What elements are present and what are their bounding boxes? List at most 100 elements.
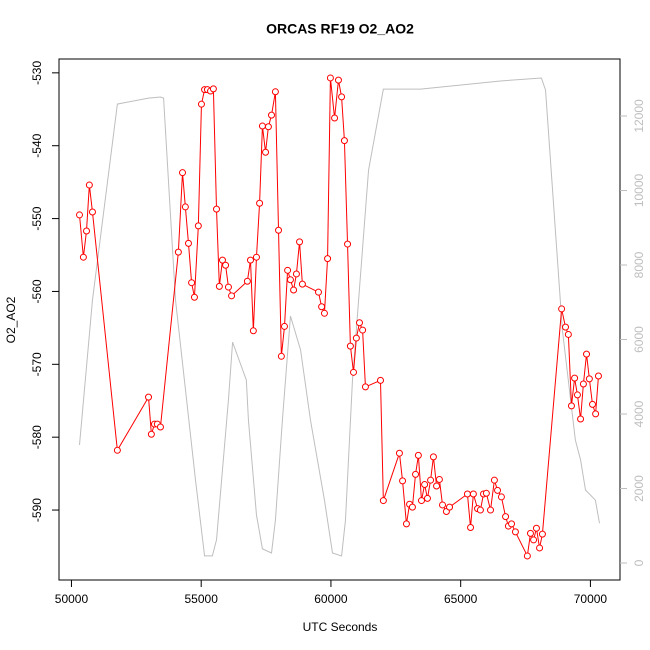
data-point [318,303,326,311]
data-point [577,415,585,423]
data-point [564,330,572,338]
data-point [224,283,232,291]
plot-frame [58,58,621,581]
data-point [249,327,257,335]
y-tick-label: -530 [30,61,44,85]
x-tick-label: 60000 [314,592,348,606]
data-point [277,352,285,360]
data-point [331,114,339,122]
data-point [147,430,155,438]
data-point [435,475,443,483]
y2-tick-label: 6000 [632,326,646,353]
y-tick-label: -540 [30,133,44,157]
data-point [571,374,579,382]
data-point [181,203,189,211]
data-point [85,181,93,189]
data-point [324,255,332,263]
data-point [326,74,334,82]
y-tick-label: -570 [30,352,44,376]
data-point [497,493,505,501]
data-point [532,524,540,532]
x-tick-label: 55000 [185,592,219,606]
data-point [215,282,223,290]
data-point [296,238,304,246]
data-point [184,239,192,247]
data-point [487,506,495,514]
data-point [536,544,544,552]
data-point [583,350,591,358]
data-point [594,372,602,380]
data-point [588,400,596,408]
data-point [258,122,266,130]
data-point [222,261,230,269]
data-point [530,536,538,544]
data-point [579,380,587,388]
data-point [573,391,581,399]
x-axis-title: UTC Seconds [303,620,378,634]
data-point [412,470,420,478]
y-tick-label: -560 [30,279,44,303]
data-point [433,482,441,490]
data-point [209,85,217,93]
data-point [350,368,358,376]
data-point [526,529,534,537]
data-point [228,292,236,300]
data-point [538,530,546,538]
data-point [562,323,570,331]
data-point [218,256,226,264]
data-point [320,309,328,317]
x-tick-label: 65000 [444,592,478,606]
data-point [292,270,300,278]
data-point [179,169,187,177]
data-point [88,208,96,216]
data-point [79,253,87,261]
y2-tick-label: 8000 [632,251,646,278]
data-point [298,280,306,288]
data-point [592,410,600,418]
data-point [264,123,272,131]
data-point [429,453,437,461]
data-point [558,305,566,313]
data-point [494,486,502,494]
data-point [482,489,490,497]
data-point [511,528,519,536]
data-point [190,293,198,301]
data-point [194,222,202,230]
data-point [268,111,276,119]
y2-tick-label: 0 [632,559,646,566]
data-point [427,476,435,484]
data-point [361,383,369,391]
chart-title: ORCAS RF19 O2_AO2 [266,21,414,37]
data-point [338,93,346,101]
y2-tick-label: 12000 [632,99,646,133]
data-point [467,524,475,532]
data-point [414,451,422,459]
data-point [399,477,407,485]
data-point [271,88,279,96]
data-point [417,497,425,505]
y-axis-title: O2_AO2 [4,296,18,343]
x-tick-label: 70000 [574,592,608,606]
data-point [256,199,264,207]
data-point [523,552,531,560]
data-point [346,342,354,350]
data-point [188,279,196,287]
data-point [469,490,477,498]
data-point [246,256,254,264]
data-point [284,266,292,274]
data-point [421,481,429,489]
data-point [439,501,447,509]
data-line [79,77,600,557]
x-tick-label: 50000 [55,592,89,606]
data-point [174,248,182,256]
y2-tick-label: 4000 [632,400,646,427]
data-point [213,205,221,213]
data-point [359,326,367,334]
data-point [567,402,575,410]
data-point [334,76,342,84]
data-point [352,334,360,342]
data-point [314,288,322,296]
data-point [502,513,510,521]
data-point [402,520,410,528]
